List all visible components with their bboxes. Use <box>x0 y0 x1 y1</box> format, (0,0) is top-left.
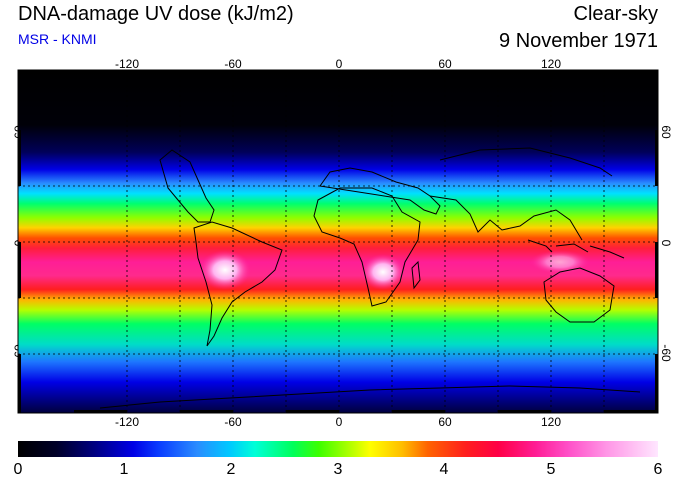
hotspot-indonesia <box>530 250 590 274</box>
map-title: DNA-damage UV dose (kJ/m2) <box>18 3 294 25</box>
colorbar-label: 3 <box>333 461 343 478</box>
lon-tick-top: 0 <box>335 57 343 71</box>
map-date: 9 November 1971 <box>499 30 658 52</box>
hotspot-south-america <box>199 250 251 290</box>
colorbar-label: 4 <box>439 461 449 478</box>
lon-tick-bottom: 120 <box>540 415 562 429</box>
hotspot-africa <box>361 254 405 290</box>
colorbar-label: 1 <box>119 461 129 478</box>
lon-tick-top: -120 <box>114 57 140 71</box>
lon-tick-bottom: 60 <box>438 415 452 429</box>
uv-field <box>18 70 658 413</box>
colorbar-label: 2 <box>226 461 236 478</box>
graticule <box>18 70 658 413</box>
lon-tick-top: -60 <box>224 57 242 71</box>
map-border-ticks <box>18 70 658 413</box>
sky-condition: Clear-sky <box>573 3 658 25</box>
lon-tick-bottom: -60 <box>224 415 242 429</box>
coastlines <box>99 147 641 409</box>
colorbar-label: 5 <box>546 461 556 478</box>
colorbar <box>18 441 658 457</box>
colorbar-label: 6 <box>653 461 663 478</box>
lon-tick-bottom: -120 <box>114 415 140 429</box>
map-source: MSR - KNMI <box>18 31 97 47</box>
lon-tick-top: 60 <box>438 57 452 71</box>
lon-tick-top: 120 <box>540 57 562 71</box>
colorbar-label: 0 <box>13 461 23 478</box>
lon-tick-bottom: 0 <box>335 415 343 429</box>
